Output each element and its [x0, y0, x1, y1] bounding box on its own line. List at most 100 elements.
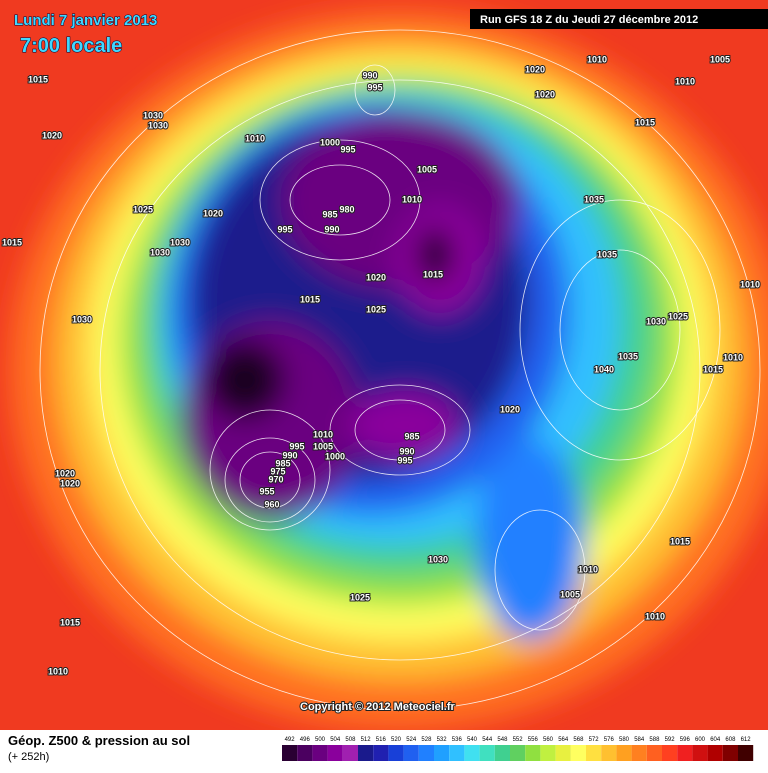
isobar-label: 1010 [313, 429, 333, 439]
colorbar-swatch [525, 745, 541, 761]
colorbar-label: 600 [695, 737, 706, 743]
colorbar-label: 568 [573, 737, 584, 743]
colorbar-swatch [464, 745, 480, 761]
isobar-label: 1015 [670, 536, 690, 546]
isobar-label: 1025 [133, 204, 153, 214]
colorbar-swatch [662, 745, 678, 761]
isobar-label: 1025 [350, 592, 370, 602]
isobar-label: 990 [282, 450, 297, 460]
isobar-label: 1015 [423, 269, 443, 279]
colorbar-swatch [570, 745, 586, 761]
colorbar-swatch [312, 745, 328, 761]
colorbar-swatch [297, 745, 313, 761]
isobar-label: 985 [404, 431, 419, 441]
isobar-label: 1030 [143, 110, 163, 120]
isobar-label: 1005 [417, 164, 437, 174]
colorbar-swatch [722, 745, 738, 761]
colorbar-swatch [403, 745, 419, 761]
isobar-label: 960 [264, 499, 279, 509]
isobar-label: 1015 [300, 294, 320, 304]
isobar-label: 1000 [325, 451, 345, 461]
colorbar-swatch [555, 745, 571, 761]
colorbar-label: 496 [300, 737, 311, 743]
colorbar-swatch [388, 745, 404, 761]
isobar-label: 1015 [28, 74, 48, 84]
colorbar-label: 564 [558, 737, 569, 743]
colorbar-label: 524 [406, 737, 417, 743]
height-field [0, 0, 768, 730]
run-box [470, 9, 768, 29]
colorbar-label: 580 [619, 737, 630, 743]
colorbar-swatch [434, 745, 450, 761]
isobar-label: 985 [275, 458, 290, 468]
isobar-label: 1000 [320, 137, 340, 147]
colorbar-label: 592 [665, 737, 676, 743]
colorbar-swatch [586, 745, 602, 761]
footer-title: Géop. Z500 & pression au sol [8, 733, 190, 748]
colorbar-swatch [692, 745, 708, 761]
colorbar-label: 492 [285, 737, 296, 743]
isobar-label: 1010 [675, 76, 695, 86]
isobar-label: 1020 [366, 272, 386, 282]
colorbar-label: 556 [528, 737, 539, 743]
isobar-label: 1025 [366, 304, 386, 314]
isobar-label: 1040 [594, 364, 614, 374]
isobar-label: 1015 [2, 237, 22, 247]
isobar-label: 1010 [723, 352, 743, 362]
colorbar-label: 528 [421, 737, 432, 743]
colorbar-swatch [707, 745, 723, 761]
isobar-label: 1035 [597, 249, 617, 259]
copyright: Copyright © 2012 Meteociel.fr [300, 701, 456, 713]
lead-time: (+ 252h) [8, 751, 49, 763]
isobar-label: 1010 [578, 564, 598, 574]
colorbar-label: 604 [710, 737, 721, 743]
colorbar-label: 612 [741, 737, 752, 743]
isobar-label: 970 [268, 474, 283, 484]
isobar-label: 1030 [646, 316, 666, 326]
isobar-label: 990 [324, 224, 339, 234]
run-info: Run GFS 18 Z du Jeudi 27 décembre 2012 [480, 14, 698, 26]
colorbar-swatch [646, 745, 662, 761]
colorbar-swatch [449, 745, 465, 761]
isobar-label: 1035 [618, 351, 638, 361]
colorbar-label: 540 [467, 737, 478, 743]
isobar-label: 1030 [148, 120, 168, 130]
isobar-label: 1010 [645, 611, 665, 621]
isobar-label: 1030 [170, 237, 190, 247]
isobar-label: 995 [340, 144, 355, 154]
colorbar-swatch [327, 745, 343, 761]
isobar-label: 1010 [245, 133, 265, 143]
isobar-label: 1020 [203, 208, 223, 218]
isobar-label: 985 [322, 209, 337, 219]
isobar-label: 995 [277, 224, 292, 234]
isobar-label: 990 [399, 446, 414, 456]
colorbar-swatch [601, 745, 617, 761]
isobar-label: 1020 [55, 468, 75, 478]
colorbar-swatch [418, 745, 434, 761]
colorbar-label: 608 [725, 737, 736, 743]
isobar-label: 1005 [710, 54, 730, 64]
colorbar-swatch [631, 745, 647, 761]
isobar-label: 1010 [740, 279, 760, 289]
colorbar-label: 504 [330, 737, 341, 743]
isobar-label: 1030 [72, 314, 92, 324]
isobar-label: 1025 [668, 311, 688, 321]
colorbar-label: 584 [634, 737, 645, 743]
isobar-label: 1015 [60, 617, 80, 627]
colorbar-label: 516 [376, 737, 387, 743]
colorbar: 492 496 500 504 508 512 516 520 524 528 532 536 540 5… [282, 737, 754, 761]
colorbar-label: 508 [345, 737, 356, 743]
isobar-label: 1010 [48, 666, 68, 676]
colorbar-swatch [677, 745, 693, 761]
colorbar-swatch [282, 745, 298, 761]
colorbar-label: 576 [604, 737, 615, 743]
colorbar-label: 552 [513, 737, 524, 743]
colorbar-label: 532 [437, 737, 448, 743]
colorbar-swatch [373, 745, 389, 761]
colorbar-label: 520 [391, 737, 402, 743]
isobar-label: 980 [339, 204, 354, 214]
colorbar-label: 572 [589, 737, 600, 743]
colorbar-swatch [540, 745, 556, 761]
